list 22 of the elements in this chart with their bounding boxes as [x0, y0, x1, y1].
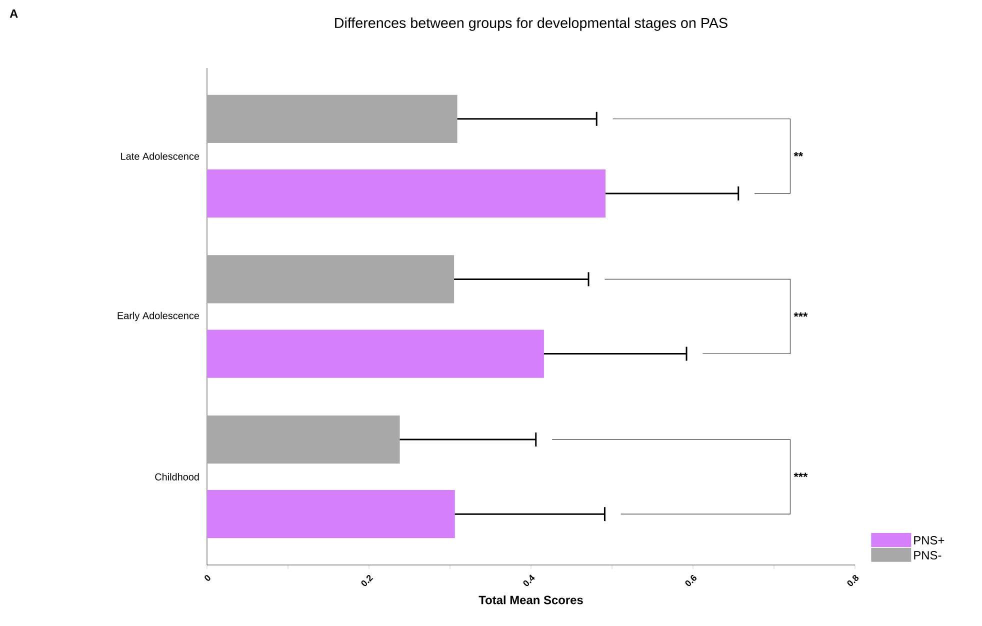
- text: A: [10, 10, 18, 18]
- x-tick-label: 0.6: [685, 575, 696, 586]
- annotation: ***: [794, 472, 808, 478]
- annotation: **: [794, 152, 804, 156]
- chart-title: Differences between groups for developmental stages on PAS: [335, 18, 728, 31]
- bar: [207, 415, 400, 464]
- x-tick-label: 0: [204, 575, 210, 581]
- bar: [207, 330, 544, 378]
- x-axis-title: Total Mean Scores: [478, 595, 583, 604]
- x-tick-label: 0.4: [523, 574, 535, 586]
- annotation: ***: [794, 312, 808, 317]
- bar: [207, 169, 606, 218]
- bar: [207, 94, 458, 143]
- x-tick-label: 0.2: [361, 574, 374, 586]
- y-tick-label: Childhood: [155, 473, 199, 480]
- y-tick-label: Late Adolescence: [121, 152, 200, 160]
- legend-label: PNS+: [914, 536, 944, 545]
- legend-label: PNS-: [914, 550, 942, 560]
- x-tick-label: 0.8: [847, 574, 859, 586]
- y-tick-label: Early Adolescence: [118, 312, 200, 322]
- bar: [207, 490, 455, 538]
- bar: [207, 255, 454, 304]
